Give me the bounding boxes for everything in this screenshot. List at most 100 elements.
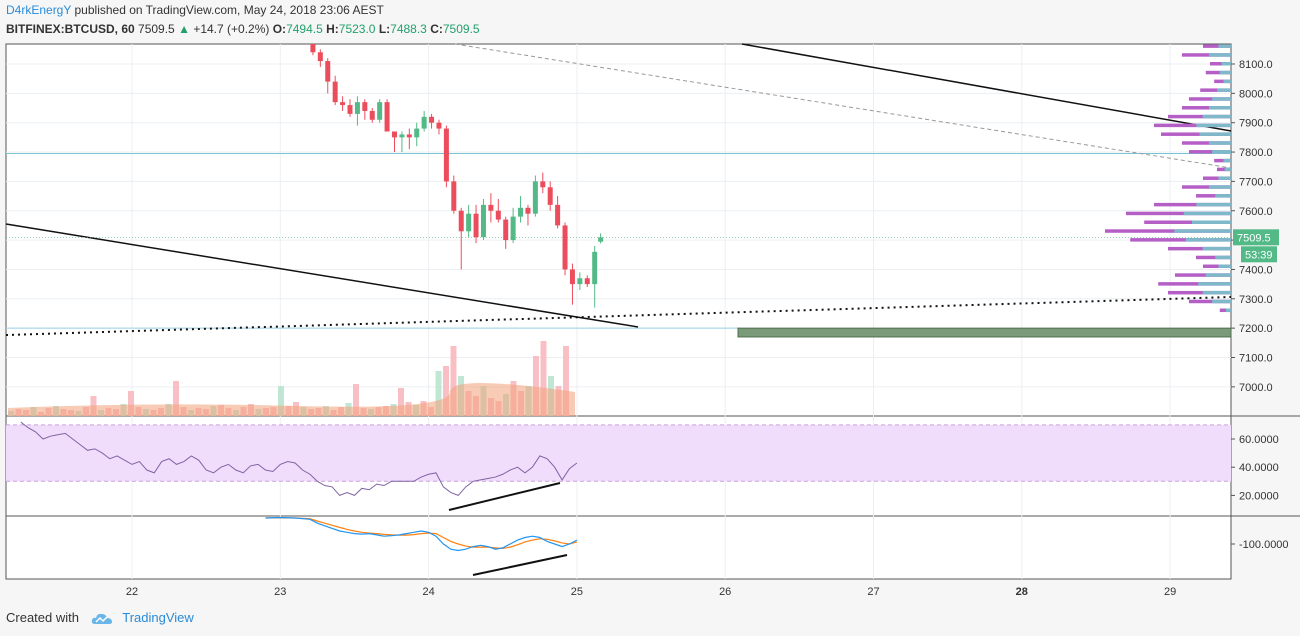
trend-line bbox=[5, 223, 639, 328]
candle-body bbox=[406, 134, 412, 138]
x-tick-label: 22 bbox=[126, 586, 138, 598]
x-tick-label: 27 bbox=[867, 586, 879, 598]
profile-bar bbox=[1205, 70, 1231, 75]
profile-bar bbox=[1199, 132, 1231, 136]
profile-bar bbox=[1218, 44, 1231, 48]
profile-bar bbox=[1205, 273, 1231, 277]
volume-bar bbox=[435, 371, 442, 416]
profile-bar bbox=[1225, 308, 1231, 313]
profile-bar bbox=[1196, 255, 1231, 260]
volume-bar bbox=[540, 341, 547, 416]
profile-bar bbox=[1196, 202, 1231, 207]
volume-bar bbox=[398, 388, 404, 416]
candle-body bbox=[547, 187, 553, 205]
open-value: 7494.5 bbox=[286, 22, 323, 36]
profile-bar bbox=[1189, 150, 1231, 154]
rsi-tick-label: 60.0000 bbox=[1239, 434, 1279, 446]
tradingview-brand[interactable]: TradingView bbox=[122, 610, 194, 625]
stoch-k-line bbox=[265, 516, 578, 552]
candle-body bbox=[317, 52, 323, 62]
candle-body bbox=[384, 102, 390, 132]
plot-area bbox=[5, 43, 1232, 580]
y-tick-label: 7900.0 bbox=[1239, 118, 1273, 130]
stoch-d-line bbox=[265, 517, 578, 550]
profile-bar bbox=[1161, 132, 1231, 136]
x-tick-label: 26 bbox=[719, 586, 731, 598]
candle-body bbox=[325, 61, 331, 82]
author-link[interactable]: D4rkEnergY bbox=[6, 3, 72, 17]
profile-bar bbox=[1185, 238, 1231, 242]
profile-bar bbox=[1182, 106, 1231, 110]
profile-bar bbox=[1168, 246, 1231, 251]
y-tick-label: 7700.0 bbox=[1239, 176, 1273, 188]
candle-body bbox=[488, 204, 494, 211]
candle-body bbox=[421, 116, 427, 129]
low-value: 7488.3 bbox=[390, 22, 427, 36]
up-arrow-icon: ▲ bbox=[178, 22, 190, 36]
last-price: 7509.5 bbox=[138, 22, 175, 36]
candle-body bbox=[532, 181, 538, 214]
profile-bar bbox=[1219, 70, 1231, 75]
x-tick-label: 23 bbox=[274, 586, 286, 598]
rsi-tick-label: 40.0000 bbox=[1239, 462, 1279, 474]
profile-bar bbox=[1203, 44, 1231, 48]
tradingview-cloud-icon bbox=[91, 613, 112, 624]
profile-bar bbox=[1154, 202, 1231, 207]
profile-bar bbox=[1202, 290, 1231, 295]
candle-body bbox=[577, 278, 583, 285]
profile-bar bbox=[1217, 167, 1231, 172]
candle-body bbox=[503, 219, 509, 241]
profile-bar bbox=[1221, 62, 1231, 66]
profile-bar bbox=[1198, 282, 1231, 286]
candle-body bbox=[540, 181, 546, 188]
profile-bar bbox=[1202, 114, 1231, 119]
candle-body bbox=[480, 204, 486, 238]
profile-bar bbox=[1214, 79, 1231, 84]
profile-bar bbox=[1196, 194, 1231, 198]
volume-profile bbox=[1105, 44, 1231, 313]
volume-bar bbox=[353, 384, 359, 416]
x-tick-label: 24 bbox=[422, 586, 434, 598]
candle-body bbox=[584, 278, 590, 285]
profile-bar bbox=[1219, 308, 1231, 313]
profile-bar bbox=[1203, 264, 1231, 269]
profile-bar bbox=[1203, 176, 1231, 180]
profile-bar bbox=[1214, 158, 1231, 163]
divergence-line bbox=[448, 482, 561, 511]
candle-body bbox=[443, 128, 449, 182]
profile-bar bbox=[1158, 282, 1231, 286]
profile-bar bbox=[1200, 88, 1231, 92]
created-with-text: Created with bbox=[6, 610, 79, 625]
trend-line-dashed bbox=[454, 43, 1232, 169]
profile-bar bbox=[1183, 211, 1231, 216]
profile-bar bbox=[1202, 246, 1231, 251]
profile-bar bbox=[1215, 255, 1231, 260]
countdown-tag-bg bbox=[1241, 246, 1277, 263]
candle-body bbox=[377, 102, 383, 120]
candle-body bbox=[458, 210, 464, 232]
footer: Created with TradingView bbox=[6, 610, 194, 626]
profile-bar bbox=[1218, 176, 1231, 180]
symbol-label: BITFINEX:BTCUSD, 60 bbox=[6, 22, 135, 36]
low-label: L: bbox=[378, 22, 391, 36]
high-label: H: bbox=[326, 22, 339, 36]
profile-bar bbox=[1182, 53, 1231, 57]
last-price-tag: 7509.5 bbox=[1237, 232, 1271, 244]
candle-body bbox=[436, 122, 442, 129]
candle-body bbox=[369, 110, 375, 120]
profile-bar bbox=[1154, 123, 1231, 128]
profile-bar bbox=[1212, 97, 1231, 101]
volume-bar bbox=[563, 346, 569, 416]
profile-bar bbox=[1208, 106, 1231, 110]
profile-bar bbox=[1189, 299, 1231, 304]
profile-bar bbox=[1223, 79, 1231, 84]
profile-bar bbox=[1196, 123, 1231, 128]
x-tick-label: 28 bbox=[1016, 586, 1028, 598]
trend-line-dotted bbox=[5, 296, 1232, 336]
divergence-line bbox=[472, 554, 568, 576]
publish-text: published on TradingView.com, May 24, 20… bbox=[74, 3, 384, 17]
profile-bar bbox=[1105, 229, 1231, 233]
candle-body bbox=[399, 134, 405, 138]
profile-bar bbox=[1130, 238, 1231, 242]
